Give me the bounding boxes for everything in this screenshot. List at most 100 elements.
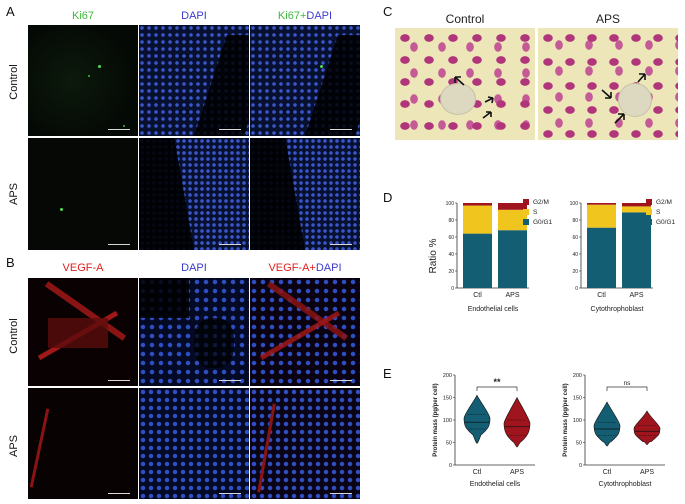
violin-cyto-significance-bracket bbox=[606, 386, 648, 391]
image-dapi-aps-a bbox=[139, 138, 249, 250]
stacked-cyto-bar-g2m bbox=[587, 203, 616, 205]
violin-endothelial-ytick-label: 100 bbox=[443, 418, 452, 424]
image-vegf-control bbox=[28, 278, 138, 386]
merge-title-ki67: Ki67+DAPI bbox=[278, 10, 332, 22]
col-title-control-c: Control bbox=[445, 12, 485, 26]
violin-cyto-ytick-label: 50 bbox=[576, 441, 582, 447]
violin-cyto-violin-ctl bbox=[593, 401, 621, 447]
violin-cyto-ytick-label: 100 bbox=[573, 418, 582, 424]
legend-endothelial-swatch bbox=[523, 209, 529, 215]
col-title-dapi-a: DAPI bbox=[181, 10, 207, 22]
legend-endothelial-label: S bbox=[533, 209, 538, 216]
image-merge-control-b bbox=[250, 278, 360, 386]
violin-endothelial-category-label: Ctl bbox=[473, 469, 482, 476]
image-vegf-aps bbox=[28, 388, 138, 499]
violin-endothelial-significance-bracket bbox=[476, 386, 518, 391]
legend-endothelial-swatch bbox=[523, 219, 529, 225]
merge-title-dapi-part: DAPI bbox=[306, 10, 333, 22]
merge-title-part: Ki67+ bbox=[277, 10, 307, 22]
stacked-cyto-xlabel: Cytothrophoblast bbox=[591, 306, 644, 313]
violin-endothelial-ytick-label: 0 bbox=[449, 463, 452, 469]
col-title-merge-a: Ki67+DAPI bbox=[250, 10, 360, 22]
panel-label-b: B bbox=[6, 255, 15, 270]
violin-endothelial-violin-aps bbox=[503, 396, 531, 448]
stacked-cyto-ytick-label: 80 bbox=[572, 218, 578, 224]
stacked-endothelial-category-label: APS bbox=[505, 292, 519, 299]
legend-cyto-label: S bbox=[656, 209, 661, 216]
merge-title-dapi-part: DAPI bbox=[315, 262, 342, 274]
legend-endothelial-label: G2/M bbox=[533, 199, 549, 206]
stacked-cyto-bar-s bbox=[587, 204, 616, 228]
stacked-cyto-ytick-label: 40 bbox=[572, 252, 578, 258]
violin-cyto-category-label: APS bbox=[640, 469, 654, 476]
panel-label-d: D bbox=[383, 190, 393, 205]
panel-label-e: E bbox=[383, 366, 392, 381]
violin-cyto-ytick-label: 150 bbox=[573, 396, 582, 402]
legend-cyto-swatch bbox=[646, 199, 652, 205]
stacked-endothelial-category-label: Ctl bbox=[473, 292, 482, 299]
stacked-endothelial-ytick-label: 80 bbox=[448, 218, 454, 224]
stacked-cyto-bar-g2m bbox=[622, 203, 651, 207]
stacked-endothelial-bar-s bbox=[463, 205, 492, 234]
stacked-cyto-bar-s bbox=[622, 206, 651, 213]
image-dapi-aps-b bbox=[139, 388, 249, 499]
violin-cyto-ytick-label: 0 bbox=[579, 463, 582, 469]
violin-cyto-significance-label: ns bbox=[624, 380, 632, 387]
col-title-dapi-b: DAPI bbox=[181, 262, 207, 274]
stacked-endothelial-bar-g2m bbox=[463, 203, 492, 206]
violin-cyto-violin-aps bbox=[633, 410, 661, 446]
legend-cyto-label: G2/M bbox=[656, 199, 672, 206]
image-ki67-aps bbox=[28, 138, 138, 250]
panel-label-c: C bbox=[383, 4, 393, 19]
violin-endothelial-category-label: APS bbox=[510, 469, 524, 476]
image-histology-aps bbox=[538, 28, 678, 140]
image-merge-aps-a bbox=[250, 138, 360, 250]
stacked-cyto-category-label: Ctl bbox=[597, 292, 606, 299]
violin-cyto-ytick-label: 200 bbox=[573, 373, 582, 379]
legend-cyto-swatch bbox=[646, 219, 652, 225]
violin-endothelial-significance-label: ** bbox=[493, 377, 501, 387]
violin-endothelial-ytick-label: 50 bbox=[446, 441, 452, 447]
stacked-cyto-category-label: APS bbox=[629, 292, 643, 299]
merge-title-part: VEGF-A+ bbox=[268, 262, 316, 274]
merge-title-vegf: VEGF-A+DAPI bbox=[268, 262, 341, 274]
col-title-vegf: VEGF-A bbox=[62, 262, 104, 274]
violin-endothelial-ytick-label: 200 bbox=[443, 373, 452, 379]
violin-cyto-category-label: Ctl bbox=[603, 469, 612, 476]
col-title-merge-b: VEGF-A+DAPI bbox=[250, 262, 360, 274]
stacked-endothelial-ytick-label: 100 bbox=[446, 201, 455, 207]
stacked-endothelial-bar-g0g1 bbox=[498, 230, 527, 288]
stacked-ylabel: Ratio % bbox=[428, 238, 439, 273]
violin-endothelial-violin-ctl bbox=[463, 394, 491, 444]
stacked-cyto-bar-g0g1 bbox=[587, 227, 616, 288]
stacked-endothelial-ytick-label: 20 bbox=[448, 269, 454, 275]
stacked-endothelial-bar-g0g1 bbox=[463, 233, 492, 288]
violin-endothelial-ylabel: Protein mass (pg/per cell) bbox=[433, 383, 439, 456]
stacked-cyto-ytick-label: 20 bbox=[572, 269, 578, 275]
legend-cyto-label: G0/G1 bbox=[656, 219, 676, 226]
image-ki67-control bbox=[28, 25, 138, 136]
stacked-cyto-ytick-label: 100 bbox=[570, 201, 579, 207]
violin-cyto-ylabel: Protein mass (pg/per cell) bbox=[563, 383, 569, 456]
legend-endothelial-label: G0/G1 bbox=[533, 219, 553, 226]
col-title-ki67: Ki67 bbox=[71, 10, 95, 22]
stacked-endothelial-ytick-label: 0 bbox=[451, 286, 454, 292]
image-merge-aps-b bbox=[250, 388, 360, 499]
stacked-endothelial-ytick-label: 60 bbox=[448, 235, 454, 241]
stacked-cyto-ytick-label: 0 bbox=[575, 286, 578, 292]
stacked-cyto-ytick-label: 60 bbox=[572, 235, 578, 241]
legend-cyto-swatch bbox=[646, 209, 652, 215]
panel-label-a: A bbox=[6, 4, 15, 19]
image-dapi-control-b bbox=[139, 278, 249, 386]
legend-endothelial-swatch bbox=[523, 199, 529, 205]
violin-endothelial-ytick-label: 150 bbox=[443, 396, 452, 402]
image-merge-control-a bbox=[250, 25, 360, 136]
violin-endothelial-xlabel: Endothelial cells bbox=[470, 481, 521, 488]
image-histology-control bbox=[395, 28, 535, 140]
stacked-endothelial-bar-s bbox=[498, 209, 527, 231]
stacked-endothelial-ytick-label: 40 bbox=[448, 252, 454, 258]
image-dapi-control-a bbox=[139, 25, 249, 136]
col-title-aps-c: APS bbox=[595, 12, 620, 26]
violin-cyto-xlabel: Cytothrophoblast bbox=[599, 481, 652, 488]
